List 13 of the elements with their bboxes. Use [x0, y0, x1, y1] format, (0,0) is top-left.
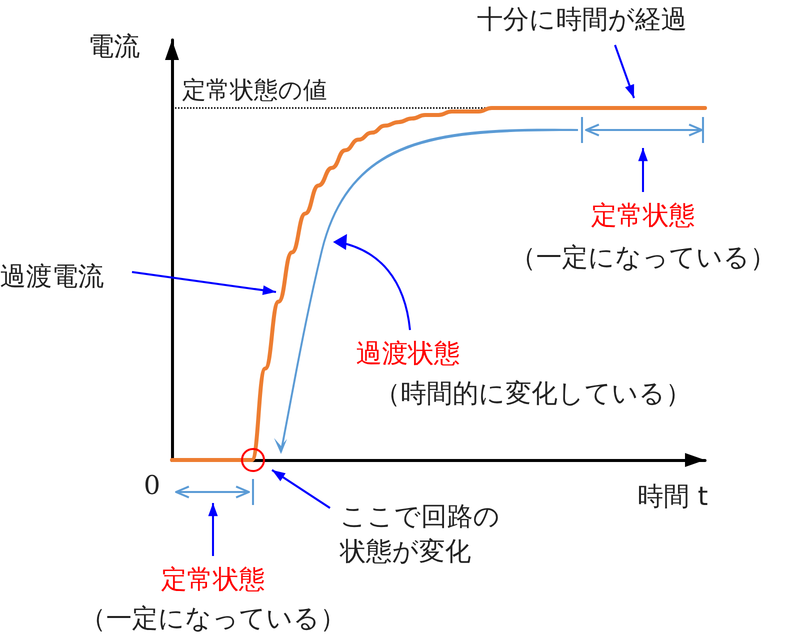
text: 0: [144, 471, 160, 501]
text: 過渡電流: [0, 262, 104, 292]
y-axis-title: 電流: [88, 32, 140, 62]
ref-line-label: 定常状態の値: [182, 76, 327, 104]
text: 十分に時間が経過: [477, 5, 687, 35]
annotation: 定常状態: [591, 201, 695, 231]
annotation: （時間的に変化している）: [374, 379, 692, 409]
text: 定常状態: [161, 565, 265, 595]
x-axis-title: 時間 t: [638, 482, 708, 512]
annotation: 過渡状態: [356, 339, 460, 369]
text: ここで回路の状態が変化: [339, 502, 500, 567]
text: （一定になっている）: [80, 604, 346, 634]
annotation: （一定になっている）: [510, 243, 776, 273]
